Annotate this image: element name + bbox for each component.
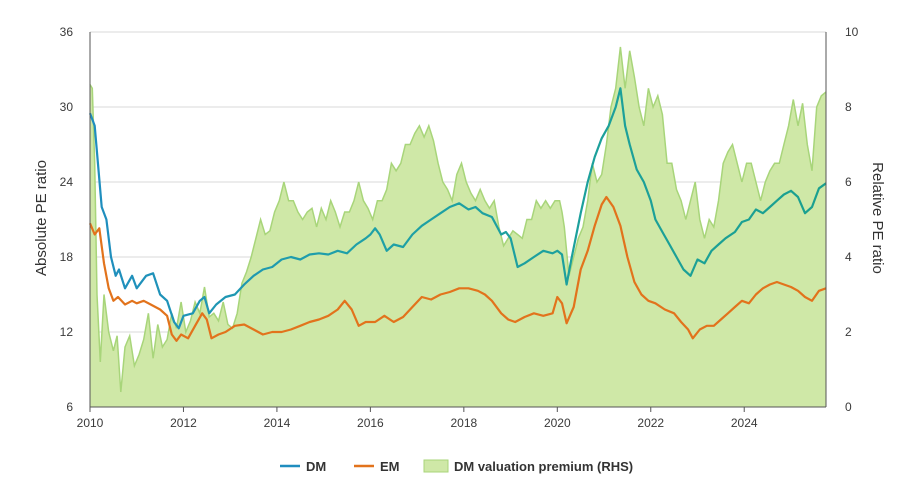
left-axis-ticks: 6 12 18 24 30 36 (60, 25, 74, 414)
series-line-dm (88, 87, 827, 330)
left-tick-label: 36 (60, 25, 74, 39)
premium-outline (89, 46, 827, 393)
x-tick-label: 2022 (637, 416, 664, 430)
series-dm-valuation-premium (89, 46, 827, 407)
right-axis-title: Relative PE ratio (869, 162, 886, 274)
x-tick-label: 2014 (264, 416, 291, 430)
axes (89, 32, 827, 408)
x-tick-label: 2016 (357, 416, 384, 430)
legend-label: DM (306, 459, 326, 474)
series-line-em (88, 195, 827, 342)
left-tick-label: 12 (60, 325, 74, 339)
x-tick-label: 2024 (731, 416, 758, 430)
right-tick-label: 4 (845, 250, 852, 264)
right-tick-label: 6 (845, 175, 852, 189)
right-tick-label: 2 (845, 325, 852, 339)
right-tick-label: 0 (845, 400, 852, 414)
legend-label: EM (380, 459, 400, 474)
left-tick-label: 24 (60, 175, 74, 189)
x-tick-label: 2010 (77, 416, 104, 430)
left-tick-label: 18 (60, 250, 74, 264)
right-tick-label: 10 (845, 25, 859, 39)
x-tick-label: 2012 (170, 416, 197, 430)
x-tick-label: 2020 (544, 416, 571, 430)
left-tick-label: 30 (60, 100, 74, 114)
right-axis-ticks: 0 2 4 6 8 10 (845, 25, 859, 414)
x-tick-label: 2018 (450, 416, 477, 430)
right-tick-label: 8 (845, 100, 852, 114)
x-axis-ticks: 2010 2012 2014 2016 2018 2020 2022 2024 (77, 407, 758, 430)
left-tick-label: 6 (66, 400, 73, 414)
series-lines (88, 87, 827, 342)
legend: DM EM DM valuation premium (RHS) (280, 459, 633, 474)
legend-label: DM valuation premium (RHS) (454, 459, 633, 474)
legend-swatch-premium (423, 459, 449, 473)
premium-area (90, 47, 826, 407)
left-axis-title: Absolute PE ratio (33, 160, 50, 276)
